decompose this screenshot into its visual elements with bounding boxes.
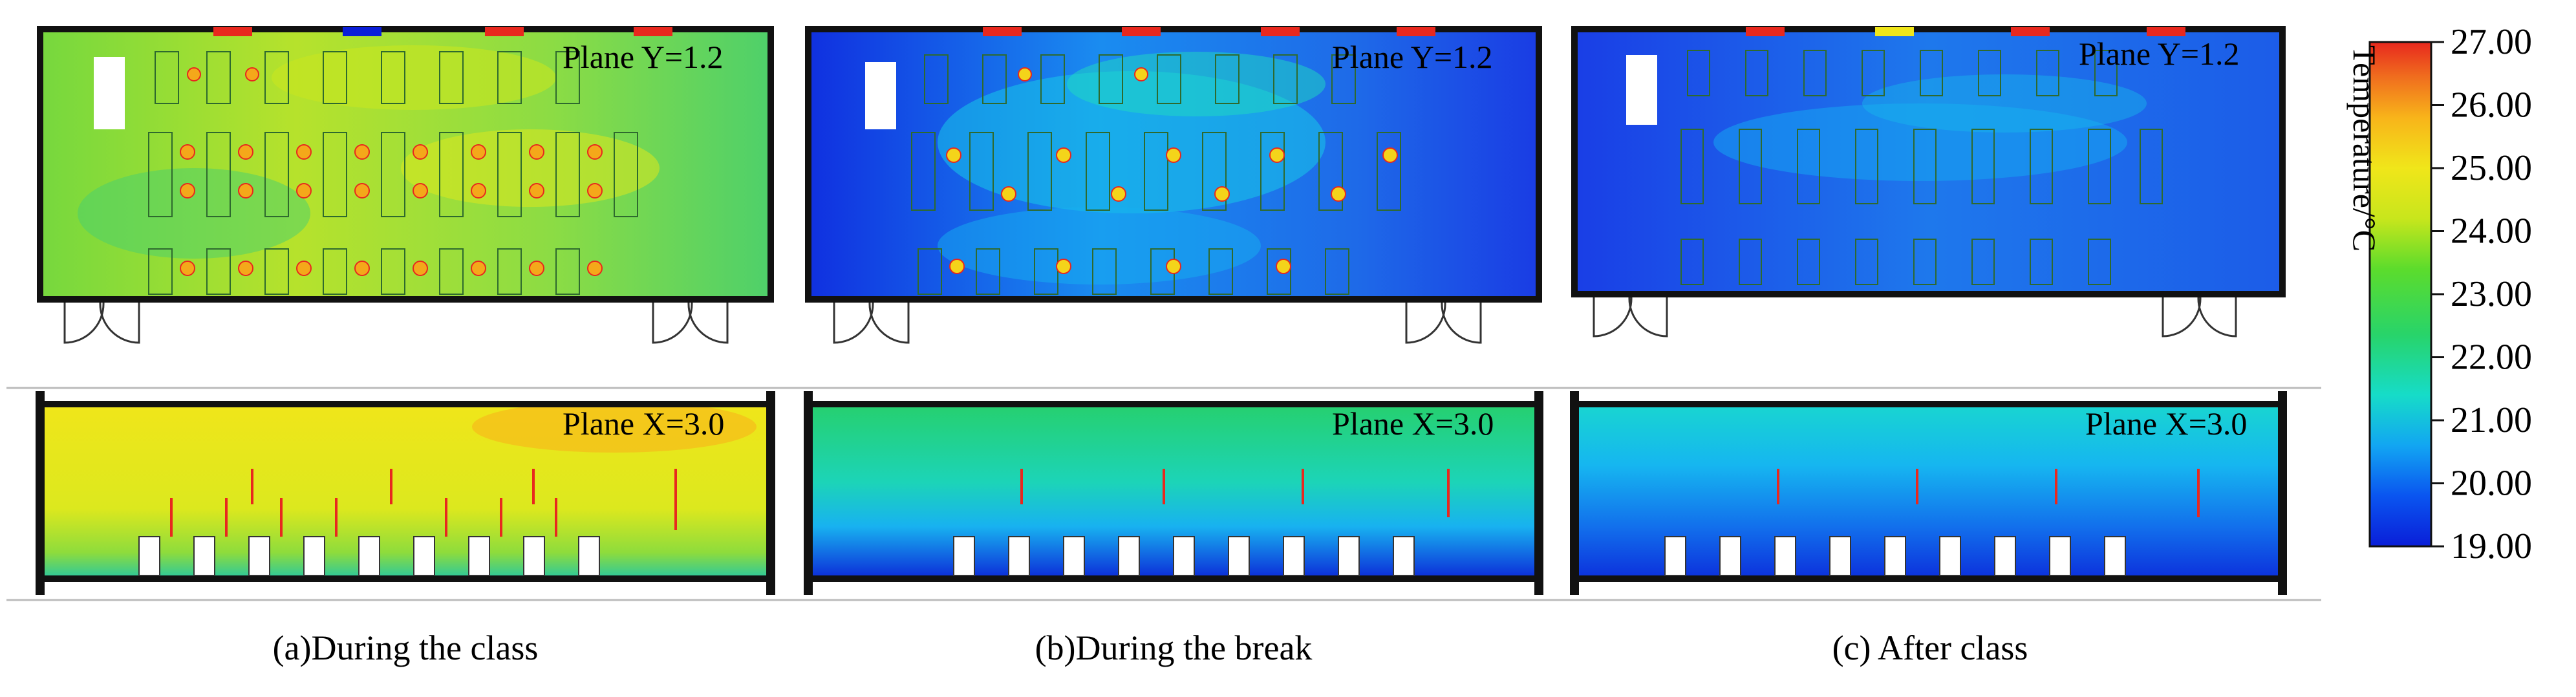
panel-a-plane-x-label: Plane X=3.0	[563, 405, 724, 442]
panel-b-window-block	[865, 62, 896, 129]
panel-b-desks	[911, 54, 1401, 295]
panel-c-section-plumes	[1777, 469, 2200, 517]
panel-a-section-furniture	[138, 536, 600, 576]
colorbar-tick-label: 25.00	[2451, 148, 2532, 188]
panel-c-doors	[1593, 297, 2237, 338]
panel-c-plane-y-label: Plane Y=1.2	[2079, 36, 2240, 72]
panel-b-section-plumes	[1020, 469, 1450, 517]
panel-b-caption: (b)During the break	[1035, 628, 1313, 667]
colorbar: 27.00 26.00 25.00 24.00 23.00 22.00 21.00 20.00…	[2346, 22, 2532, 566]
panel-b-occupants	[946, 67, 1398, 274]
panel-a-window-block	[94, 57, 125, 129]
panel-b-section-furniture	[953, 536, 1415, 576]
panel-a-plane-y-label: Plane Y=1.2	[563, 39, 724, 75]
panel-c-window-block	[1626, 55, 1657, 125]
panel-c-section-furniture	[1664, 536, 2126, 576]
panel-a-caption: (a)During the class	[273, 628, 539, 667]
panel-a-plan: Plane Y=1.2	[37, 26, 774, 344]
panel-c-plane-x-label: Plane X=3.0	[2085, 405, 2247, 442]
panel-a-vents	[213, 27, 672, 36]
colorbar-tick-label: 23.00	[2451, 274, 2532, 314]
panel-b-section: Plane X=3.0	[804, 391, 1543, 595]
colorbar-ticks: 27.00 26.00 25.00 24.00 23.00 22.00 21.00 20.00…	[2431, 22, 2532, 566]
panel-c-vents	[1746, 27, 2185, 36]
panel-b-plane-y-label: Plane Y=1.2	[1332, 39, 1493, 75]
panel-b-vents	[983, 27, 1435, 36]
panel-b-plane-x-label: Plane X=3.0	[1332, 405, 1494, 442]
colorbar-tick-label: 26.00	[2451, 85, 2532, 125]
panel-a-section-plumes	[170, 469, 677, 537]
panel-a-doors	[63, 302, 729, 344]
colorbar-tick-label: 27.00	[2451, 22, 2532, 62]
colorbar-tick-label: 21.00	[2451, 400, 2532, 440]
panel-c-section-field	[1574, 404, 2282, 579]
panel-a-occupants	[180, 67, 603, 276]
panel-a-section: Plane X=3.0	[36, 391, 775, 595]
panel-c-plan: Plane Y=1.2	[1571, 26, 2286, 338]
colorbar-tick-label: 19.00	[2451, 526, 2532, 566]
panel-b-doors	[833, 302, 1482, 344]
colorbar-tick-label: 24.00	[2451, 211, 2532, 252]
colorbar-tick-label: 22.00	[2451, 338, 2532, 378]
panel-b-plan: Plane Y=1.2	[805, 26, 1542, 344]
panel-a-desks	[148, 51, 638, 295]
colorbar-title: Temperature/°C	[2346, 45, 2383, 252]
colorbar-tick-label: 20.00	[2451, 464, 2532, 504]
panel-c-section: Plane X=3.0	[1570, 391, 2287, 595]
panel-c-desks	[1680, 50, 2163, 285]
panel-c-caption: (c) After class	[1832, 628, 2028, 667]
